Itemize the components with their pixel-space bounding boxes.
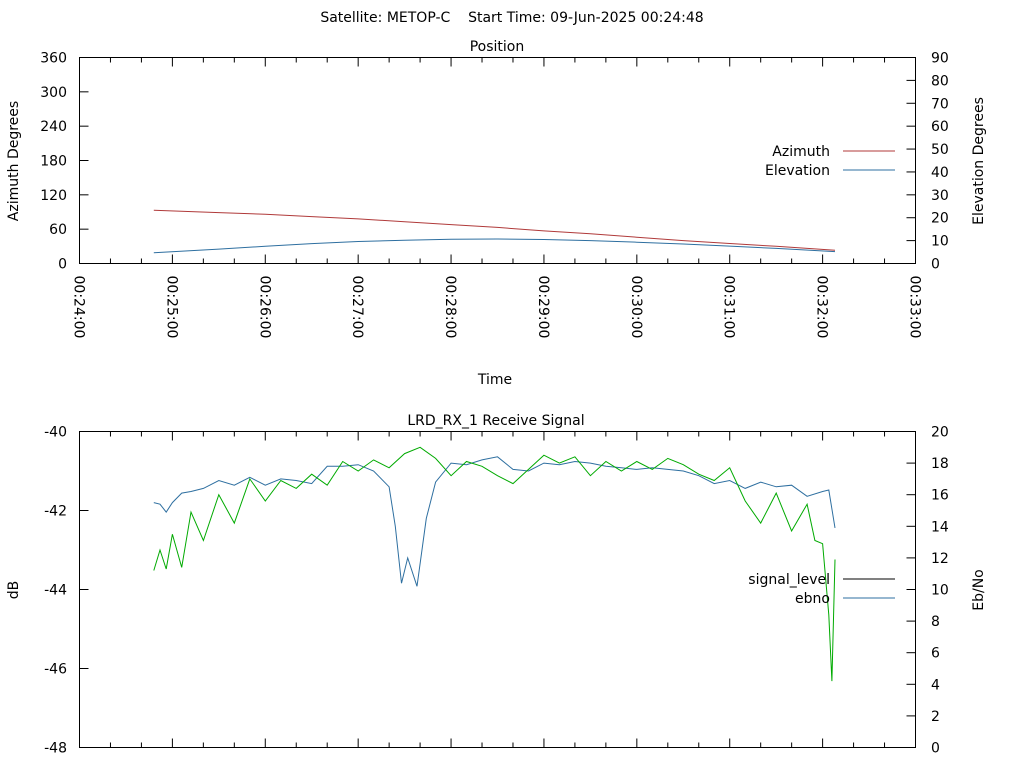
receive-signal-chart: LRD_RX_1 Receive Signal dB Eb/No -48-46-… <box>6 413 987 757</box>
signal-ytick-label: -44 <box>44 583 67 599</box>
signal-y2tick-label: 20 <box>931 425 949 441</box>
position-y2tick-label: 90 <box>931 51 949 67</box>
position-series-azimuth-line <box>153 209 836 251</box>
position-y2tick-label: 80 <box>931 73 949 89</box>
figure-title: Satellite: METOP-C Start Time: 09-Jun-20… <box>320 10 703 26</box>
position-xtick-label: 00:32:00 <box>814 276 830 339</box>
position-ytick-label: 300 <box>40 85 67 101</box>
signal-y2-axis-label: Eb/No <box>971 569 987 611</box>
position-y2tick-label: 0 <box>931 257 940 273</box>
position-series-lines <box>153 209 836 254</box>
signal-ytick-label: -46 <box>44 662 67 678</box>
position-y2tick-label: 20 <box>931 211 949 227</box>
position-xtick-label: 00:25:00 <box>163 276 179 339</box>
signal-y2tick-label: 2 <box>931 709 940 725</box>
position-xtick-label: 00:24:00 <box>71 276 87 339</box>
position-y2tick-label: 50 <box>931 142 949 158</box>
position-y2-axis-label: Elevation Degrees <box>971 97 987 225</box>
position-chart-title: Position <box>470 39 525 55</box>
signal-y2tick-label: 16 <box>931 488 949 504</box>
signal-ytick-label: -42 <box>44 504 67 520</box>
signal-plot-frame <box>79 431 916 748</box>
position-y2tick-label: 10 <box>931 234 949 250</box>
signal-y-axis-label: dB <box>6 581 22 600</box>
position-xtick-label: 00:28:00 <box>442 276 458 339</box>
position-plot-frame <box>79 57 916 264</box>
signal-y2tick-label: 12 <box>931 551 949 567</box>
position-x-axis-label: Time <box>477 372 512 388</box>
signal-series-unlabeled-line <box>153 446 836 682</box>
position-chart: Position Azimuth Degrees Elevation Degre… <box>6 39 987 388</box>
position-ytick-label: 120 <box>40 188 67 204</box>
position-xtick-label: 00:30:00 <box>628 276 644 339</box>
position-xtick-label: 00:27:00 <box>349 276 365 339</box>
signal-y2tick-label: 0 <box>931 741 940 757</box>
position-ytick-label: 60 <box>49 222 67 238</box>
position-xtick-label: 00:26:00 <box>256 276 272 339</box>
signal-y2tick-label: 8 <box>931 614 940 630</box>
legend-label-azimuth: Azimuth <box>772 144 830 160</box>
signal-legend: signal_level ebno <box>748 572 895 607</box>
legend-label-ebno: ebno <box>795 591 830 607</box>
position-ytick-label: 180 <box>40 154 67 170</box>
position-y2tick-label: 40 <box>931 165 949 181</box>
position-xtick-label: 00:33:00 <box>907 276 923 339</box>
position-y2tick-label: 30 <box>931 188 949 204</box>
position-ytick-label: 360 <box>40 51 67 67</box>
position-y2tick-label: 60 <box>931 119 949 135</box>
signal-ytick-label: -40 <box>44 425 67 441</box>
signal-y2tick-label: 10 <box>931 583 949 599</box>
signal-ytick-label: -48 <box>44 741 67 757</box>
position-legend: Azimuth Elevation <box>765 144 895 179</box>
position-y2tick-label: 70 <box>931 96 949 112</box>
signal-series-lines <box>153 446 836 682</box>
signal-y2tick-label: 18 <box>931 456 949 472</box>
legend-label-elevation: Elevation <box>765 163 830 179</box>
signal-y2tick-label: 6 <box>931 646 940 662</box>
position-xtick-label: 00:31:00 <box>721 276 737 339</box>
position-series-elevation-line <box>153 238 836 254</box>
position-ytick-label: 240 <box>40 119 67 135</box>
signal-tick-marks: -48 -46 -44 -42 -40 0 2 4 6 8 10 12 14 16 18 20 <box>44 425 949 757</box>
position-xtick-label: 00:29:00 <box>535 276 551 339</box>
signal-y2tick-label: 4 <box>931 677 940 693</box>
legend-label-signal-level: signal_level <box>748 572 830 588</box>
signal-y2tick-label: 14 <box>931 519 949 535</box>
signal-series-ebno-line <box>153 456 836 587</box>
position-tick-marks: 0 60 120 180 240 300 360 0 10 20 30 40 50 60 70 80 90 00:… <box>40 51 949 339</box>
position-y-axis-label: Azimuth Degrees <box>6 101 22 221</box>
signal-chart-title: LRD_RX_1 Receive Signal <box>407 413 584 429</box>
position-ytick-label: 0 <box>58 257 67 273</box>
